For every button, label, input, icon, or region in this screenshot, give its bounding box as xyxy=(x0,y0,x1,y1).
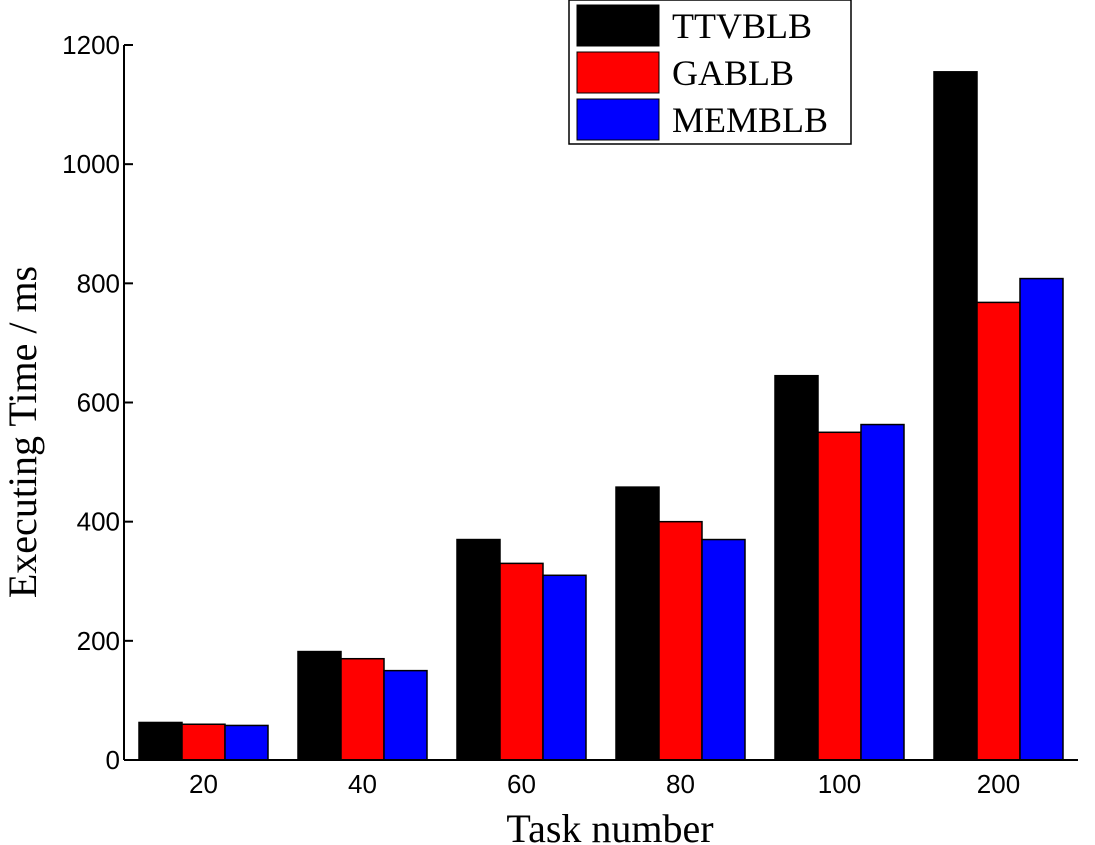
bar-memblb-40 xyxy=(383,669,428,761)
bar-gablb-40 xyxy=(340,657,385,761)
bar-ttvblb-40 xyxy=(297,650,342,761)
y-tick-label: 1000 xyxy=(62,149,120,179)
legend-label-memblb: MEMBLB xyxy=(672,100,828,140)
bar-gablb-100 xyxy=(817,431,862,761)
y-ticks-group: 0 200 400 600 800 1000 1200 xyxy=(62,30,133,775)
y-tick-label: 1200 xyxy=(62,30,120,60)
bar-gablb-20 xyxy=(181,723,226,761)
y-axis-title: Executing Time / ms xyxy=(0,266,45,598)
x-ticks-group: 20 40 60 80 100 200 xyxy=(189,769,1020,799)
bar-memblb-20 xyxy=(224,724,269,761)
bar-memblb-200 xyxy=(1019,277,1064,761)
x-tick-label: 40 xyxy=(348,769,377,799)
x-tick-label: 80 xyxy=(666,769,695,799)
bar-ttvblb-60 xyxy=(456,538,501,761)
bar-ttvblb-200 xyxy=(933,71,978,761)
x-tick-label: 200 xyxy=(977,769,1020,799)
legend-swatch-gablb xyxy=(576,51,660,94)
y-tick-label: 0 xyxy=(106,745,120,775)
x-axis-title: Task number xyxy=(506,806,713,845)
bar-gablb-60 xyxy=(499,562,544,761)
bar-ttvblb-100 xyxy=(774,374,819,761)
legend-swatch-ttvblb xyxy=(576,4,660,47)
x-tick-label: 60 xyxy=(507,769,536,799)
legend: TTVBLB GABLB MEMBLB xyxy=(568,0,852,145)
y-tick-label: 400 xyxy=(77,507,120,537)
bar-memblb-100 xyxy=(860,423,905,761)
bar-ttvblb-80 xyxy=(615,486,660,761)
y-tick-label: 600 xyxy=(77,388,120,418)
x-tick-label: 20 xyxy=(189,769,218,799)
y-tick-label: 800 xyxy=(77,268,120,298)
bars-group xyxy=(138,71,1064,761)
bar-ttvblb-20 xyxy=(138,721,183,761)
bar-memblb-60 xyxy=(542,574,587,761)
bar-gablb-80 xyxy=(658,520,703,761)
legend-label-ttvblb: TTVBLB xyxy=(672,6,812,46)
legend-swatch-memblb xyxy=(576,98,660,141)
y-tick-label: 200 xyxy=(77,626,120,656)
x-tick-label: 100 xyxy=(818,769,861,799)
bar-gablb-200 xyxy=(976,301,1021,761)
bar-memblb-80 xyxy=(701,538,746,761)
legend-label-gablb: GABLB xyxy=(672,53,794,93)
